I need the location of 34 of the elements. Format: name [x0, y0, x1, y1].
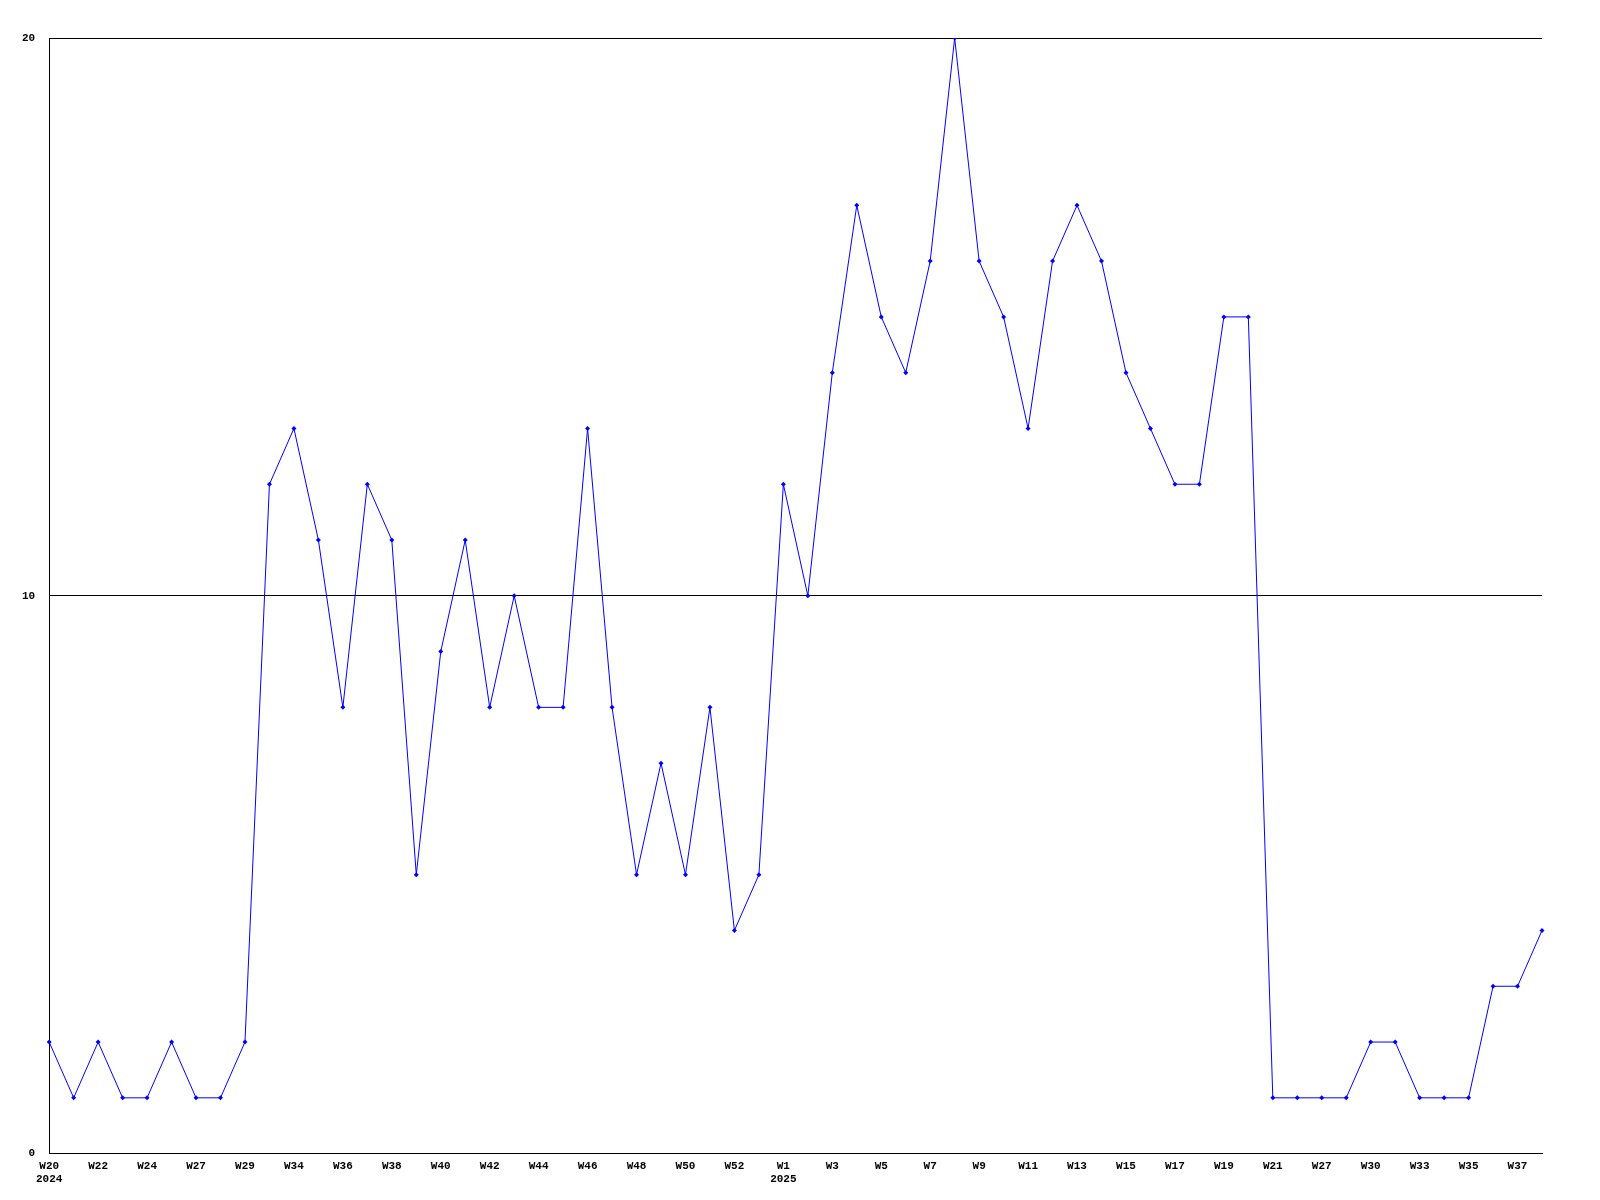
x-tick-label: W52 [724, 1159, 745, 1172]
y-tick-label: 20 [22, 31, 36, 44]
x-tick-label: W33 [1409, 1159, 1430, 1172]
x-tick-label: W20 2024 [36, 1159, 63, 1186]
x-tick-label: W15 [1116, 1159, 1137, 1172]
x-tick-label: W19 [1213, 1159, 1234, 1172]
x-tick-label: W3 [825, 1159, 840, 1172]
x-tick-label: W38 [381, 1159, 403, 1172]
x-tick-label: W42 [479, 1159, 500, 1172]
x-tick-label: W37 [1507, 1159, 1528, 1172]
x-tick-label: W40 [430, 1159, 451, 1172]
x-tick-label: W1 2025 [770, 1159, 797, 1186]
x-tick-label: W46 [577, 1159, 598, 1172]
x-tick-label: W22 [88, 1159, 109, 1172]
x-tick-label: W35 [1458, 1159, 1479, 1172]
x-tick-label: W29 [235, 1159, 255, 1172]
x-tick-label: W48 [626, 1159, 647, 1172]
y-tick-label: 0 [28, 1147, 36, 1160]
x-tick-label: W9 [972, 1159, 986, 1172]
x-tick-label: W17 [1165, 1159, 1185, 1172]
x-tick-label: W21 [1262, 1159, 1284, 1172]
x-tick-label: W50 [675, 1159, 696, 1172]
x-tick-label: W36 [332, 1159, 353, 1172]
x-tick-label: W7 [923, 1159, 937, 1172]
x-tick-label: W44 [528, 1159, 549, 1172]
x-tick-label: W11 [1018, 1159, 1039, 1172]
y-tick-label: 10 [22, 589, 36, 602]
x-tick-label: W30 [1360, 1159, 1381, 1172]
x-tick-label: W24 [137, 1159, 158, 1172]
x-tick-label: W34 [284, 1159, 305, 1172]
x-tick-label: W5 [874, 1159, 889, 1172]
x-tick-label: W27 [1311, 1159, 1332, 1172]
x-tick-label: W13 [1067, 1159, 1088, 1172]
x-tick-label: W27 [186, 1159, 206, 1172]
